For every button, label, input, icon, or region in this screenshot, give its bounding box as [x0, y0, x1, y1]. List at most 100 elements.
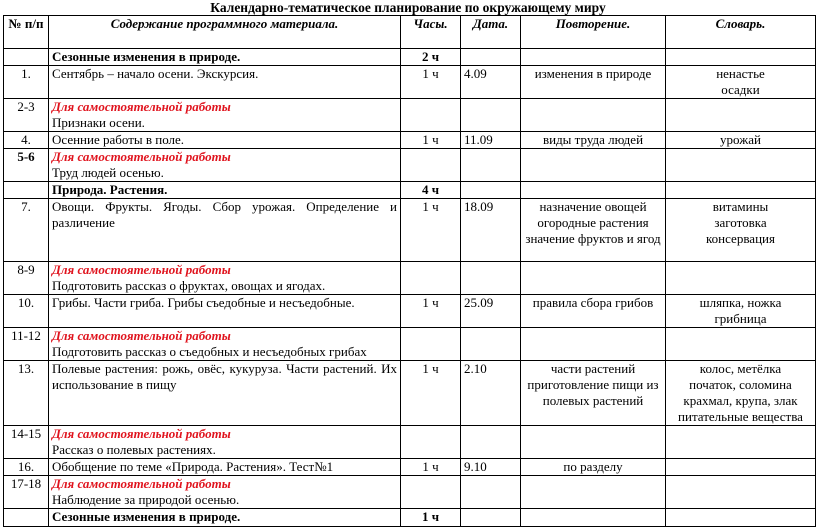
row-hours: 1 ч: [400, 65, 461, 99]
row-repeat: по разделу: [520, 458, 666, 476]
row-number: 2-3: [3, 98, 49, 132]
row-repeat: [520, 181, 666, 199]
row-repeat: части растений приготовление пищи из пол…: [520, 360, 666, 426]
row-repeat: виды труда людей: [520, 131, 666, 149]
row-number: 14-15: [3, 425, 49, 459]
row-content: Обобщение по теме «Природа. Растения». Т…: [48, 458, 401, 476]
row-date: 4.09: [460, 65, 521, 99]
row-repeat: [520, 425, 666, 459]
row-vocab: шляпка, ножка грибница: [665, 294, 816, 328]
row-date: 11.09: [460, 131, 521, 149]
vocab-word: питательные вещества: [678, 409, 803, 424]
row-vocab: [665, 508, 816, 527]
row-date: 18.09: [460, 198, 521, 262]
row-number: 10.: [3, 294, 49, 328]
section-row: Природа. Растения. 4 ч: [3, 181, 816, 199]
row-repeat: правила сбора грибов: [520, 294, 666, 328]
row-content: Полевые растения: рожь, овёс, кукуруза. …: [48, 360, 401, 426]
row-content: Для самостоятельной работы Труд людей осе…: [48, 148, 401, 182]
row-hours: 1 ч: [400, 131, 461, 149]
self-work-label: Для самостоятельной работы: [52, 328, 231, 343]
row-hours: 1 ч: [400, 198, 461, 262]
row-vocab: [665, 181, 816, 199]
vocab-word: заготовка: [714, 215, 767, 230]
header-num: № п/п: [3, 15, 49, 49]
row-number: [3, 48, 49, 66]
vocab-word: урожай: [720, 132, 761, 147]
row-hours: 2 ч: [400, 48, 461, 66]
row-vocab: [665, 261, 816, 295]
document-title: Календарно-тематическое планирование по …: [210, 0, 606, 15]
vocab-word: ненастье: [716, 66, 765, 81]
row-date: [460, 181, 521, 199]
table-row: 10. Грибы. Части гриба. Грибы съедобные и…: [3, 294, 816, 328]
row-repeat: назначение овощей огородные растения зна…: [520, 198, 666, 262]
row-date: [460, 98, 521, 132]
row-hours: [400, 475, 461, 509]
self-work-row: 5-6 Для самостоятельной работы Труд людей …: [3, 148, 816, 182]
self-work-label: Для самостоятельной работы: [52, 476, 231, 491]
row-hours: [400, 425, 461, 459]
row-number: 5-6: [3, 148, 49, 182]
self-work-row: 14-15 Для самостоятельной работы Рассказ о…: [3, 425, 816, 459]
row-date: [460, 508, 521, 527]
row-hours: 1 ч: [400, 508, 461, 527]
self-work-label: Для самостоятельной работы: [52, 99, 231, 114]
row-vocab: [665, 48, 816, 66]
row-date: [460, 425, 521, 459]
row-number: 8-9: [3, 261, 49, 295]
self-work-row: 8-9 Для самостоятельной работы Подготовить…: [3, 261, 816, 295]
row-content: Для самостоятельной работы Подготовить ра…: [48, 261, 401, 295]
row-number: 17-18: [3, 475, 49, 509]
vocab-word: крахмал, крупа, злак: [683, 393, 798, 408]
row-number: 16.: [3, 458, 49, 476]
row-repeat: [520, 508, 666, 527]
plan-table: № п/п Содержание программного материала.…: [3, 15, 816, 527]
row-date: 2.10: [460, 360, 521, 426]
row-content: Для самостоятельной работы Наблюдение за …: [48, 475, 401, 509]
row-number: [3, 181, 49, 199]
row-content: Грибы. Части гриба. Грибы съедобные и не…: [48, 294, 401, 328]
row-hours: 4 ч: [400, 181, 461, 199]
row-date: [460, 48, 521, 66]
self-work-label: Для самостоятельной работы: [52, 426, 231, 441]
row-date: 9.10: [460, 458, 521, 476]
header-row: № п/п Содержание программного материала.…: [3, 15, 816, 49]
vocab-word: консервация: [706, 231, 775, 246]
row-content: Для самостоятельной работы Признаки осени…: [48, 98, 401, 132]
section-row: Сезонные изменения в природе. 2 ч: [3, 48, 816, 66]
row-repeat: изменения в природе: [520, 65, 666, 99]
self-work-label: Для самостоятельной работы: [52, 149, 231, 164]
row-vocab: [665, 98, 816, 132]
row-hours: 1 ч: [400, 360, 461, 426]
row-repeat: [520, 261, 666, 295]
vocab-word: початок, соломина: [689, 377, 792, 392]
table-row: 1. Сентябрь – начало осени. Экскурсия. 1 ч…: [3, 65, 816, 99]
row-content: Природа. Растения.: [48, 181, 401, 199]
row-content: Сезонные изменения в природе.: [48, 508, 401, 527]
vocab-word: осадки: [721, 82, 760, 97]
table-row: 16. Обобщение по теме «Природа. Растения»…: [3, 458, 816, 476]
table-row: 13. Полевые растения: рожь, овёс, кукуруз…: [3, 360, 816, 426]
row-vocab: витамины заготовка консервация: [665, 198, 816, 262]
row-content: Для самостоятельной работы Подготовить ра…: [48, 327, 401, 361]
row-number: [3, 508, 49, 527]
row-repeat: [520, 148, 666, 182]
self-work-task: Наблюдение за природой осенью.: [52, 492, 240, 507]
row-vocab: [665, 458, 816, 476]
table-row: 4. Осенние работы в поле. 1 ч 11.09 виды тру…: [3, 131, 816, 149]
vocab-word: колос, метёлка: [699, 361, 782, 376]
row-number: 4.: [3, 131, 49, 149]
row-hours: [400, 98, 461, 132]
table-row: 7. Овощи. Фрукты. Ягоды. Сбор урожая. Опр…: [3, 198, 816, 262]
self-work-task: Труд людей осенью.: [52, 165, 164, 180]
row-hours: 1 ч: [400, 458, 461, 476]
vocab-word: грибница: [714, 311, 767, 326]
row-date: [460, 475, 521, 509]
self-work-row: 2-3 Для самостоятельной работы Признаки ос…: [3, 98, 816, 132]
row-repeat: [520, 327, 666, 361]
row-number: 13.: [3, 360, 49, 426]
row-hours: 1 ч: [400, 294, 461, 328]
header-content: Содержание программного материала.: [48, 15, 401, 49]
row-vocab: ненастье осадки: [665, 65, 816, 99]
